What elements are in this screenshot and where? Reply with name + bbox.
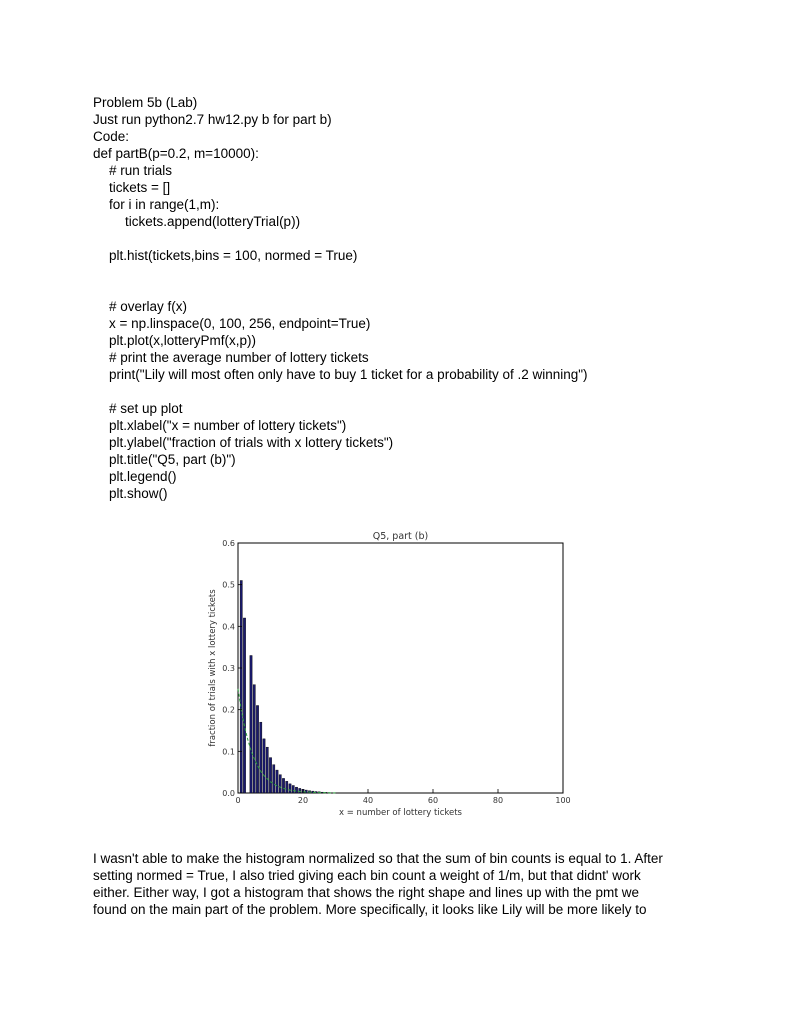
x-axis-ticks: 0 20 40 60 80 100	[235, 789, 571, 805]
histogram-bar	[282, 778, 285, 794]
histogram-bar	[239, 580, 243, 794]
paragraph-line: setting normed = True, I also tried givi…	[93, 868, 641, 883]
x-tick-label: 20	[298, 796, 308, 805]
x-tick-label: 80	[493, 796, 503, 805]
histogram-figure: 0 20 40 60 80 100 0.0 0.1 0.2 0.3 0.4 0.5 0.6 Q5, p…	[208, 531, 571, 818]
histogram-bar	[243, 617, 246, 794]
code-line: def partB(p=0.2, m=10000):	[93, 146, 259, 161]
histogram-bar	[256, 705, 259, 794]
code-line: # overlay f(x)	[109, 299, 188, 314]
histogram-bar	[288, 783, 292, 794]
histogram-bar	[298, 788, 302, 794]
x-tick-label: 100	[555, 796, 570, 805]
y-tick-label: 0.4	[222, 622, 235, 631]
y-tick-label: 0.1	[222, 747, 235, 756]
code-line: for i in range(1,m):	[109, 197, 220, 212]
histogram-bar	[275, 769, 279, 794]
x-tick-label: 60	[428, 796, 438, 805]
code-line: # run trials	[109, 163, 173, 178]
code-line: tickets.append(lotteryTrial(p))	[125, 214, 301, 229]
histogram-bar	[291, 785, 295, 794]
y-tick-label: 0.5	[222, 581, 235, 590]
histogram-bar	[262, 738, 266, 794]
y-tick-label: 0.3	[222, 664, 235, 673]
code-line: # set up plot	[109, 401, 183, 416]
y-axis-ticks: 0.0 0.1 0.2 0.3 0.4 0.5 0.6	[222, 539, 242, 798]
pmf-line	[237, 688, 336, 794]
x-axis-label: x = number of lottery tickets	[339, 808, 463, 818]
histogram-bar	[259, 721, 263, 794]
problem-heading: Problem 5b (Lab)	[93, 95, 198, 110]
code-line: plt.xlabel("x = number of lottery ticket…	[109, 418, 347, 433]
histogram-bar	[272, 764, 276, 794]
histogram-bar	[269, 757, 272, 794]
paragraph-line: found on the main part of the problem. M…	[93, 902, 647, 917]
histogram-bar	[249, 655, 253, 794]
y-tick-label: 0.0	[222, 789, 235, 798]
histogram-bar	[278, 774, 282, 794]
x-tick-label: 40	[363, 796, 373, 805]
y-tick-label: 0.6	[222, 539, 235, 548]
code-line: plt.ylabel("fraction of trials with x lo…	[109, 435, 394, 450]
code-line: print("Lily will most often only have to…	[109, 367, 588, 382]
histogram-bar	[252, 684, 256, 794]
code-line: plt.title("Q5, part (b)")	[109, 452, 236, 467]
paragraph-line: either. Either way, I got a histogram th…	[93, 885, 640, 900]
code-label: Code:	[93, 129, 130, 144]
code-line: x = np.linspace(0, 100, 256, endpoint=Tr…	[109, 316, 371, 331]
paragraph-line: I wasn't able to make the histogram norm…	[93, 851, 663, 866]
chart-title: Q5, part (b)	[373, 531, 429, 542]
y-tick-label: 0.2	[222, 706, 235, 715]
code-line: plt.show()	[109, 486, 168, 501]
x-tick-label: 0	[235, 796, 240, 805]
histogram-bar	[295, 786, 298, 794]
run-instruction: Just run python2.7 hw12.py b for part b)	[93, 112, 332, 127]
code-line: plt.plot(x,lotteryPmf(x,p))	[109, 333, 257, 348]
plot-frame	[237, 542, 564, 794]
histogram-bars	[239, 580, 331, 794]
code-line: tickets = []	[109, 180, 171, 195]
code-line: plt.hist(tickets,bins = 100, normed = Tr…	[109, 248, 358, 263]
y-axis-label: fraction of trials with x lottery ticket…	[208, 589, 218, 747]
explanation-paragraph: I wasn't able to make the histogram norm…	[93, 850, 713, 918]
code-line: # print the average number of lottery ti…	[109, 350, 369, 365]
code-line: plt.legend()	[109, 469, 177, 484]
histogram-bar	[285, 781, 289, 794]
histogram-bar	[265, 746, 269, 794]
